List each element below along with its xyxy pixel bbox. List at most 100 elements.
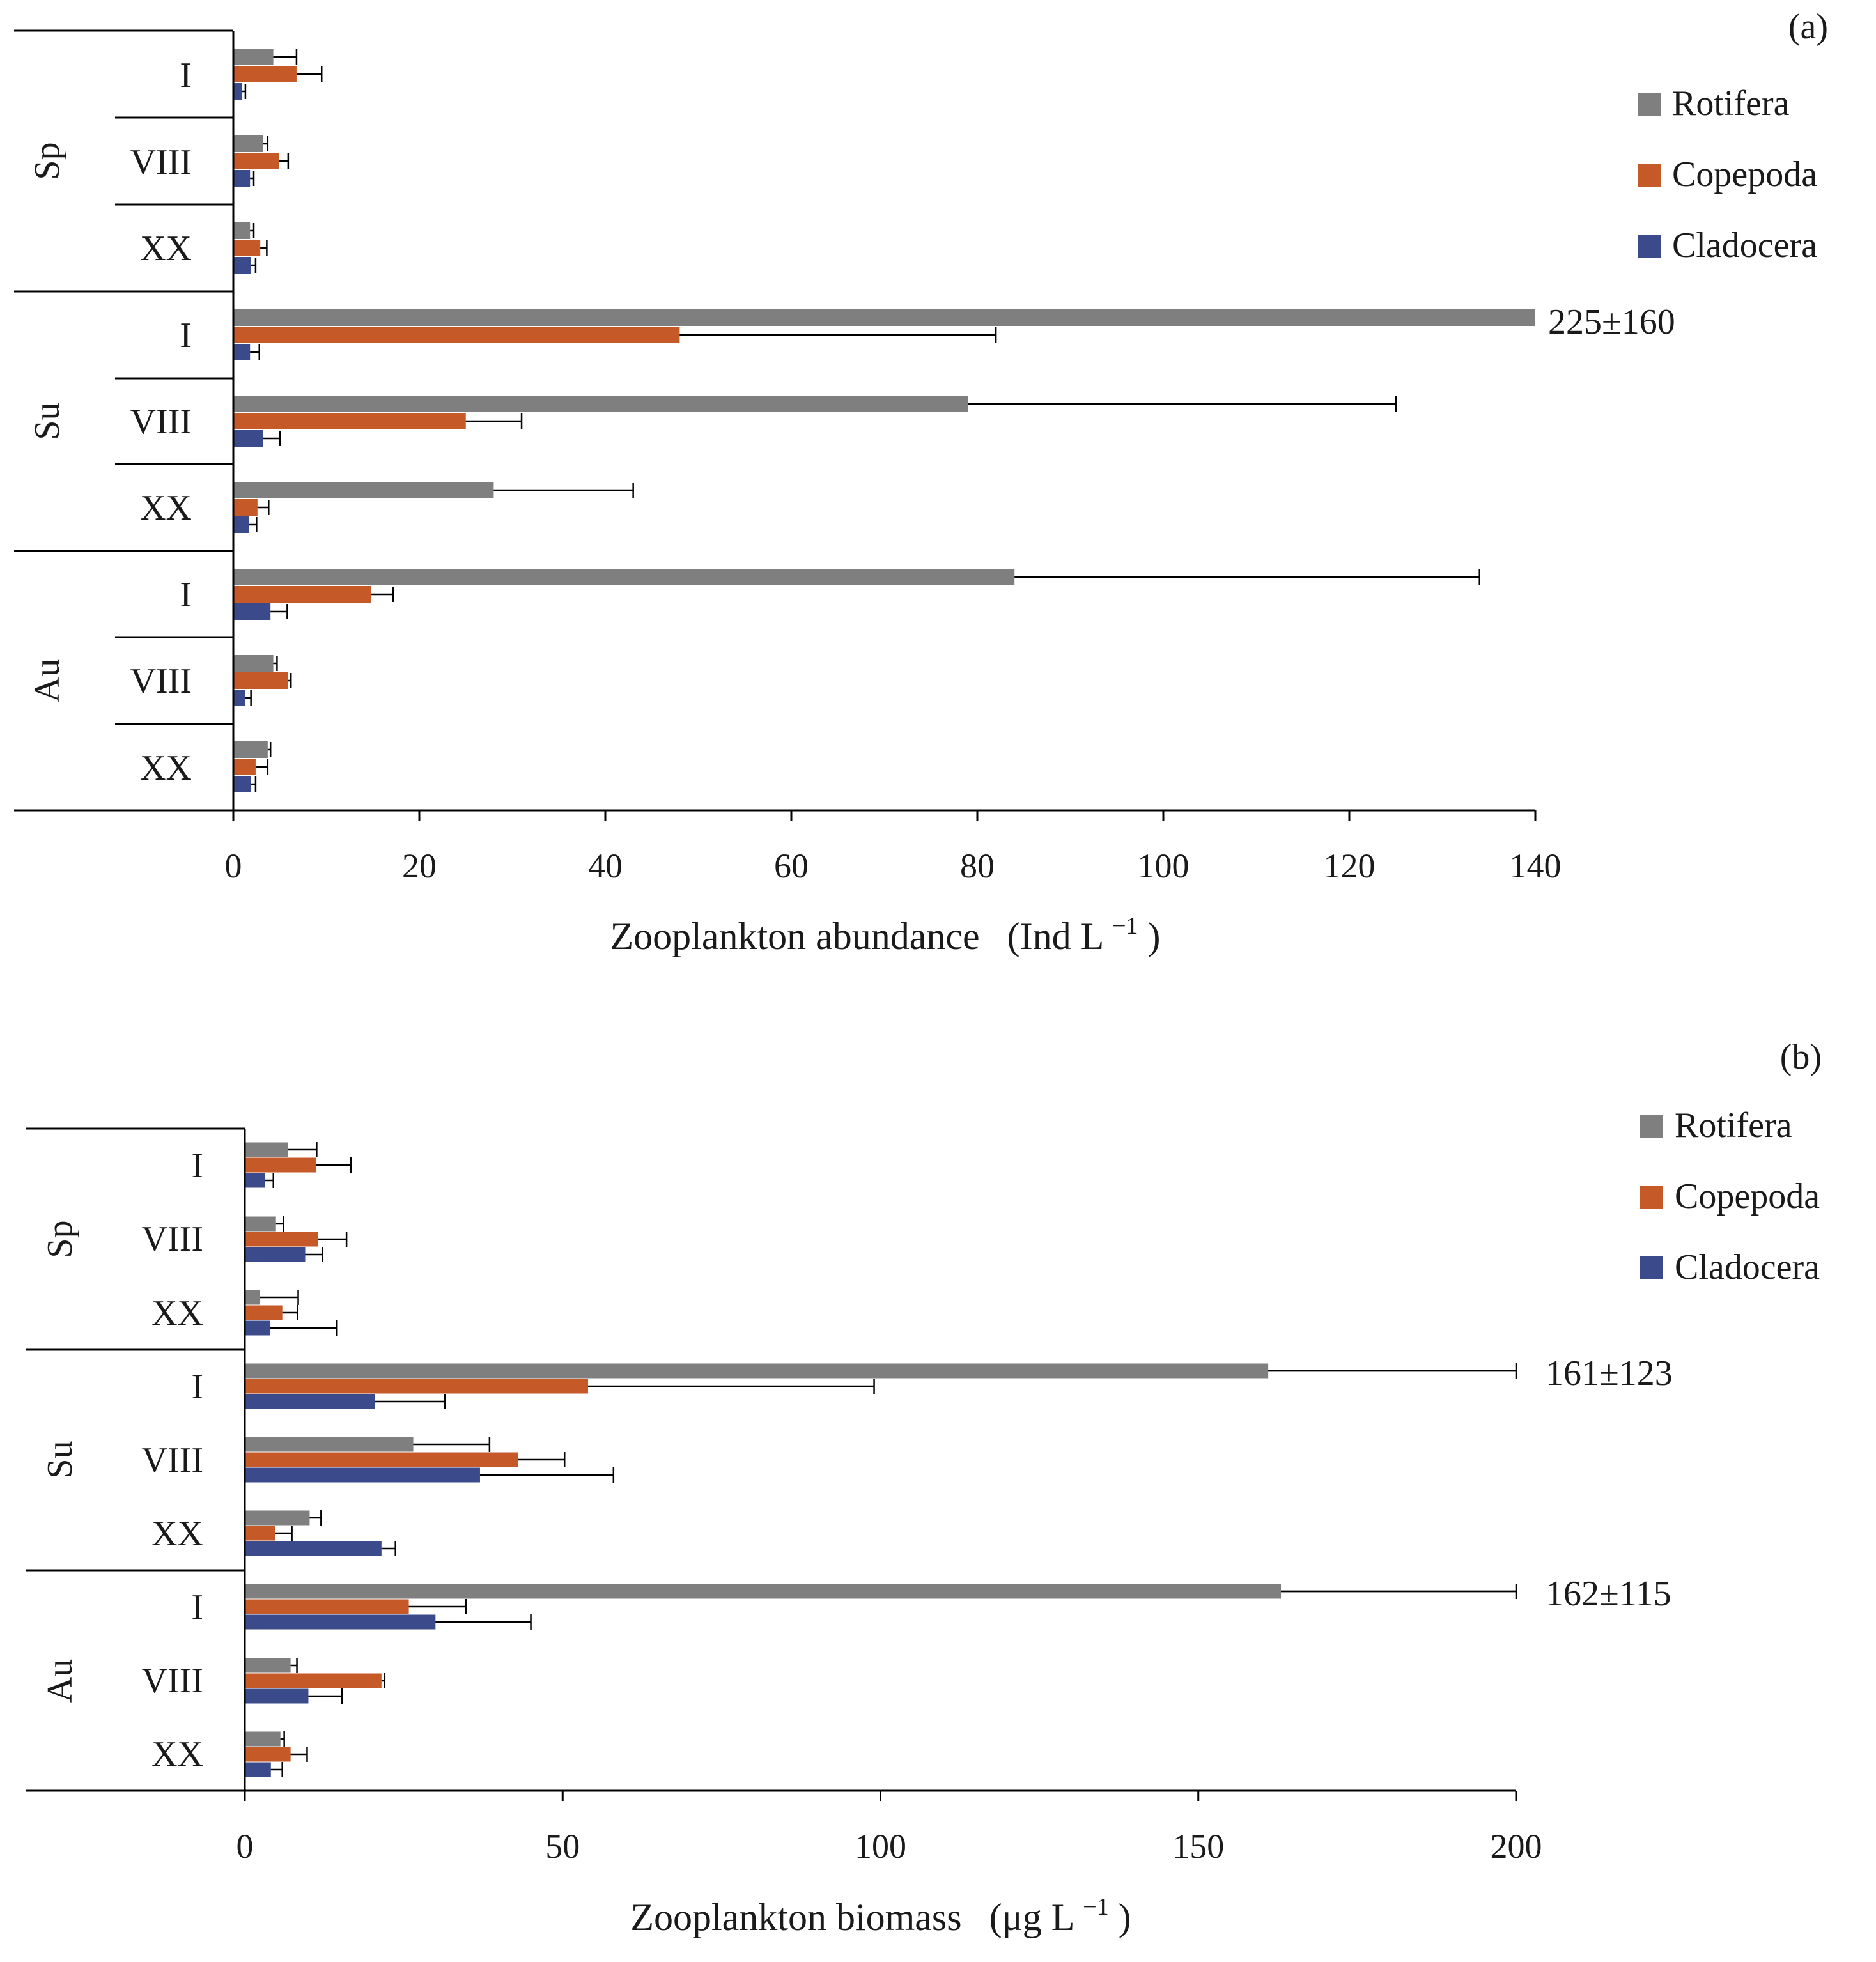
panel-b-legend: Rotifera Copepoda Cladocera [1640, 1106, 1820, 1287]
a-errorbar-cladocera-sp-viii [250, 171, 255, 186]
b-bar-rotifera-su-i [245, 1363, 1269, 1379]
legend-b-swatch-copepoda [1640, 1186, 1663, 1209]
a-errorbar-rotifera-sp-xx [250, 223, 255, 238]
b-errorbar-cladocera-au-xx [270, 1762, 283, 1777]
b-errorbar-rotifera-au-viii [290, 1658, 298, 1673]
a-site-label-sp-viii: VIII [130, 143, 192, 182]
a-errorbar-rotifera-sp-viii [263, 136, 269, 151]
b-bar-copepoda-sp-xx [245, 1305, 283, 1320]
a-bar-rotifera-au-xx [233, 741, 268, 758]
panel-b-label: (b) [1780, 1037, 1822, 1077]
panel-b-annotations: 161±123 162±115 [1268, 1354, 1673, 1614]
a-x-axis-title-close: ) [1148, 915, 1161, 957]
b-errorbar-copepoda-su-i [588, 1379, 875, 1394]
a-season-label-su: Su [27, 402, 67, 440]
a-bar-rotifera-su-xx [233, 482, 494, 498]
a-x-tick-label-40: 40 [588, 847, 623, 885]
b-bar-rotifera-au-viii [245, 1658, 291, 1673]
b-errorbar-copepoda-sp-viii [318, 1232, 348, 1247]
a-errorbar-rotifera-au-i [1014, 569, 1480, 585]
b-bar-cladocera-au-xx [245, 1762, 271, 1777]
b-bar-cladocera-su-viii [245, 1467, 480, 1483]
b-errorbar-cladocera-sp-i [265, 1173, 275, 1188]
b-bar-cladocera-au-i [245, 1614, 436, 1630]
b-season-label-sp: Sp [40, 1220, 80, 1258]
a-bar-copepoda-sp-xx [233, 240, 261, 256]
a-x-axis-title-main: Zooplankton abundance [610, 915, 980, 957]
b-bar-rotifera-su-viii [245, 1437, 414, 1452]
b-site-label-sp-xx: XX [151, 1294, 203, 1333]
b-errorbar-cladocera-su-viii [479, 1467, 615, 1483]
b-errorbar-cladocera-su-xx [381, 1541, 396, 1556]
a-bar-cladocera-au-i [233, 603, 271, 620]
a-x-tick-label-80: 80 [960, 847, 995, 885]
a-x-axis-title: Zooplankton abundance (Ind L −1 ) [610, 900, 1161, 957]
b-site-label-au-xx: XX [151, 1734, 203, 1774]
b-x-tick-label-0: 0 [236, 1827, 254, 1865]
b-errorbar-rotifera-su-viii [413, 1437, 491, 1452]
b-errorbar-copepoda-au-viii [381, 1673, 386, 1688]
a-errorbar-cladocera-sp-i [242, 84, 247, 99]
b-errorbar-rotifera-sp-viii [275, 1216, 284, 1232]
b-x-axis-title-unit: (μg L [989, 1896, 1074, 1938]
a-bar-rotifera-sp-viii [233, 135, 263, 152]
a-errorbar-cladocera-sp-xx [251, 258, 257, 273]
b-site-label-sp-i: I [191, 1146, 203, 1186]
a-errorbar-cladocera-su-xx [249, 517, 258, 532]
legend-b-swatch-cladocera [1640, 1256, 1663, 1279]
a-errorbar-rotifera-au-xx [267, 742, 272, 757]
a-bar-cladocera-au-viii [233, 690, 245, 706]
b-season-label-su: Su [40, 1441, 80, 1478]
a-x-tick-label-0: 0 [225, 847, 242, 885]
a-site-label-su-viii: VIII [130, 402, 192, 442]
panel-a-label: (a) [1788, 7, 1828, 47]
b-bar-copepoda-au-i [245, 1599, 409, 1614]
legend-a-label-copepoda: Copepoda [1672, 155, 1817, 194]
b-offscale-annotation-1: 162±115 [1546, 1574, 1671, 1614]
b-x-axis-title: Zooplankton biomass (μg L −1 ) [630, 1881, 1131, 1938]
panel-b-site-labels: I VIII XX I VIII XX I VIII XX [142, 1146, 203, 1774]
b-errorbar-copepoda-au-i [408, 1599, 467, 1614]
a-bar-copepoda-au-viii [233, 672, 288, 689]
panel-b-bars [245, 1142, 1517, 1777]
a-bar-cladocera-su-xx [233, 516, 249, 533]
b-season-label-au: Au [40, 1659, 80, 1703]
panel-a-annotations: 225±160 [1548, 302, 1675, 342]
b-errorbar-copepoda-au-xx [290, 1747, 308, 1762]
panel-b-biomass-chart: (b) Rotifera Copepoda Cladocera Sp Su Au… [26, 1037, 1822, 1938]
a-errorbar-cladocera-su-i [250, 344, 260, 360]
a-errorbar-cladocera-au-xx [251, 776, 257, 792]
b-errorbar-copepoda-su-xx [275, 1526, 293, 1541]
b-bar-copepoda-sp-i [245, 1157, 316, 1173]
a-x-tick-label-100: 100 [1138, 847, 1190, 885]
legend-b-label-cladocera: Cladocera [1675, 1247, 1820, 1287]
a-bar-cladocera-sp-viii [233, 170, 251, 187]
panel-b-x-ticks: 0 50 100 150 200 [236, 1791, 1542, 1865]
b-x-tick-label-50: 50 [545, 1827, 580, 1865]
a-site-label-au-i: I [180, 575, 192, 615]
b-bar-copepoda-au-viii [245, 1673, 382, 1688]
a-errorbar-copepoda-su-viii [465, 413, 523, 429]
panel-a-category-frame [14, 29, 233, 725]
b-x-axis-title-exp: −1 [1083, 1894, 1108, 1920]
b-bar-cladocera-au-viii [245, 1688, 309, 1704]
a-bar-copepoda-su-i [233, 327, 680, 343]
a-bar-copepoda-su-xx [233, 499, 258, 516]
a-site-label-sp-i: I [180, 56, 192, 95]
b-errorbar-cladocera-su-i [375, 1394, 446, 1409]
panel-a-abundance-chart: (a) Rotifera Copepoda Cladocera Sp Su Au [14, 7, 1828, 957]
a-bar-copepoda-su-viii [233, 413, 466, 429]
a-errorbar-cladocera-su-viii [263, 431, 281, 446]
b-bar-rotifera-su-xx [245, 1510, 310, 1526]
a-bar-cladocera-su-viii [233, 430, 263, 447]
panel-b-category-frame [26, 1127, 245, 1572]
b-errorbar-cladocera-au-viii [308, 1688, 343, 1704]
b-errorbar-rotifera-sp-xx [260, 1290, 299, 1305]
b-x-axis-title-main: Zooplankton biomass [630, 1896, 961, 1938]
a-site-label-su-xx: XX [140, 488, 192, 528]
a-errorbar-copepoda-su-i [679, 327, 997, 343]
b-errorbar-rotifera-sp-i [288, 1142, 318, 1157]
a-bar-copepoda-sp-i [233, 66, 297, 82]
a-x-tick-label-20: 20 [402, 847, 437, 885]
b-errorbar-copepoda-sp-xx [282, 1305, 298, 1320]
